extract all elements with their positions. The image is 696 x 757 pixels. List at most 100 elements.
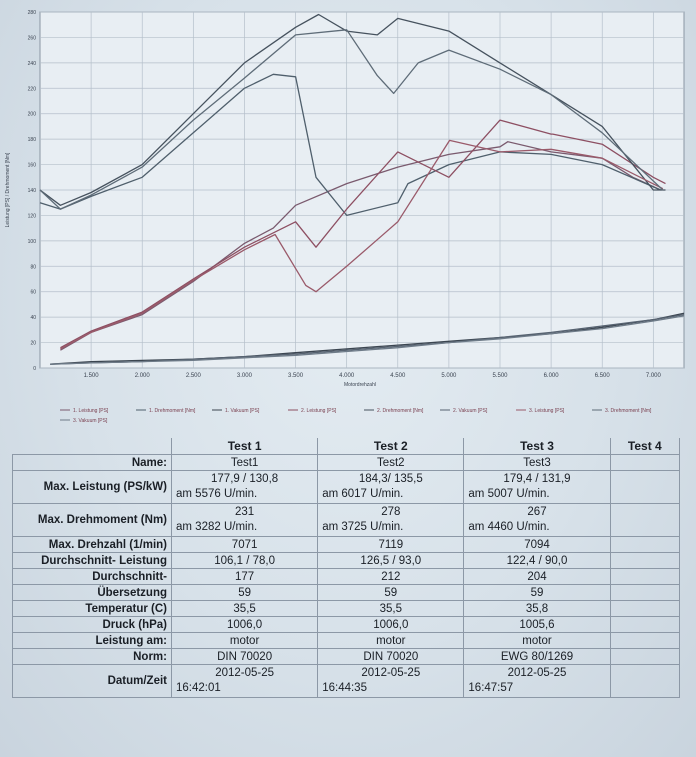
table-cell: 122,4 / 90,0 (463, 552, 611, 569)
y-tick-label: 80 (30, 264, 36, 270)
chart-legend: 1. Leistung [PS] 1. Drehmoment [Nm] 1. Vak… (60, 408, 652, 424)
table-row: Übersetzung 59 59 59 (12, 584, 681, 601)
chart-series (39, 13, 685, 365)
table-cell (609, 536, 681, 553)
legend-entry: 1. Leistung [PS] (73, 408, 109, 414)
x-tick-label: 5.000 (441, 373, 457, 379)
table-cell: 1006,0 (317, 616, 465, 633)
series-line-4 (60, 119, 666, 349)
y-tick-label: 40 (30, 315, 36, 321)
x-tick-label: 3.500 (288, 373, 304, 379)
row-label: Leistung am: (12, 632, 172, 649)
table-cell: motor (463, 632, 611, 649)
row-label: Datum/Zeit (12, 664, 172, 698)
header-test-4: Test 4 (609, 438, 681, 455)
table-cell: motor (317, 632, 465, 649)
series-line-9 (50, 315, 685, 365)
x-tick-label: 7.000 (646, 373, 662, 379)
y-tick-label: 120 (28, 213, 37, 219)
table-cell (609, 600, 681, 617)
y-tick-label: 220 (28, 86, 37, 92)
table-row: Max. Drehzahl (1/min) 7071 7119 7094 (12, 536, 681, 553)
table-row: Max. Leistung (PS/kW) 177,9 / 130,8 am 557… (12, 470, 681, 504)
table-cell (609, 648, 681, 665)
table-cell: 1005,6 (463, 616, 611, 633)
table-row: Norm: DIN 70020 DIN 70020 EWG 80/1269 (12, 648, 681, 665)
table-cell: 2012-05-25 16:47:57 (463, 664, 611, 698)
x-tick-label: 4.000 (339, 373, 355, 379)
x-tick-label: 4.500 (390, 373, 406, 379)
x-tick-label: 2.500 (186, 373, 202, 379)
legend-entry: 2. Drehmoment [Nm] (377, 408, 424, 414)
x-tick-label: 5.500 (492, 373, 508, 379)
x-tick-label: 3.000 (237, 373, 253, 379)
table-row: Name: Test1 Test2 Test3 (12, 454, 681, 471)
table-cell (609, 470, 681, 504)
table-cell: 7094 (463, 536, 611, 553)
table-row: Leistung am: motor motor motor (12, 632, 681, 649)
row-label: Max. Drehzahl (1/min) (12, 536, 172, 553)
table-cell: 59 (317, 584, 465, 601)
table-cell: Test1 (170, 454, 319, 471)
dyno-chart: 020406080100120140160180200220240260280 … (5, 10, 685, 388)
series-line-1 (60, 141, 661, 351)
row-label: Name: (12, 454, 172, 471)
y-axis-label: Leistung [PS] / Drehmoment [Nm] (5, 152, 11, 227)
legend-entry: 1. Drehmoment [Nm] (149, 408, 196, 414)
table-cell: Test3 (463, 454, 611, 471)
table-cell: 1006,0 (170, 616, 319, 633)
legend-entry: 3. Drehmoment [Nm] (605, 408, 652, 414)
series-line-7 (60, 139, 664, 350)
x-axis-label: Motordrehzahl (344, 382, 376, 388)
row-label: Druck (hPa) (12, 616, 172, 633)
table-cell: 184,3/ 135,5 am 6017 U/min. (317, 470, 465, 504)
y-tick-label: 100 (28, 239, 37, 245)
table-cell: 7071 (170, 536, 319, 553)
table-header-row: Test 1 Test 2 Test 3 Test 4 (13, 438, 681, 455)
legend-entry: 1. Vakuum [PS] (225, 408, 260, 414)
table-cell (609, 568, 681, 585)
table-cell: Test2 (317, 454, 465, 471)
table-row: Max. Drehmoment (Nm) 231 am 3282 U/min. 278… (12, 503, 681, 537)
y-tick-label: 260 (28, 35, 37, 41)
table-cell: 212 (317, 568, 465, 585)
x-tick-label: 1.500 (84, 373, 100, 379)
legend-entry: 3. Leistung [PS] (529, 408, 565, 414)
table-cell: 278 am 3725 U/min. (317, 503, 465, 537)
chart-grid (40, 11, 684, 369)
y-tick-label: 140 (28, 188, 37, 194)
table-cell: 2012-05-25 16:42:01 (170, 664, 319, 698)
table-cell (609, 503, 681, 537)
row-label: Übersetzung (12, 584, 172, 601)
table-cell: 2012-05-25 16:44:35 (317, 664, 465, 698)
table-cell: EWG 80/1269 (463, 648, 611, 665)
y-tick-label: 0 (33, 366, 36, 372)
header-test-1: Test 1 (170, 438, 319, 455)
y-tick-label: 160 (28, 163, 37, 169)
header-test-3: Test 3 (463, 438, 611, 455)
table-cell: 59 (463, 584, 611, 601)
legend-entry: 2. Vakuum [PS] (453, 408, 488, 414)
table-row: Druck (hPa) 1006,0 1006,0 1005,6 (12, 616, 681, 633)
table-cell: 177 (170, 568, 319, 585)
x-tick-label: 6.500 (595, 373, 611, 379)
y-tick-label: 180 (28, 137, 37, 143)
y-tick-label: 20 (30, 341, 36, 347)
table-cell: 231 am 3282 U/min. (170, 503, 319, 537)
table-cell: 204 (463, 568, 611, 585)
table-row: Temperatur (C) 35,5 35,5 35,8 (12, 600, 681, 617)
y-tick-label: 60 (30, 290, 36, 296)
results-table: Test 1 Test 2 Test 3 Test 4 Name: Test1 Te… (12, 438, 681, 698)
table-cell: 267 am 4460 U/min. (463, 503, 611, 537)
table-cell: 35,5 (170, 600, 319, 617)
row-label: Max. Leistung (PS/kW) (12, 470, 172, 504)
y-tick-label: 240 (28, 61, 37, 67)
table-cell (609, 552, 681, 569)
row-label: Max. Drehmoment (Nm) (12, 503, 172, 537)
series-line-5 (39, 13, 666, 206)
table-cell: 35,5 (317, 600, 465, 617)
legend-entry: 3. Vakuum [PS] (73, 418, 108, 424)
table-cell: DIN 70020 (317, 648, 465, 665)
y-tick-label: 200 (28, 112, 37, 118)
row-label: Durchschnitt- (12, 568, 172, 585)
